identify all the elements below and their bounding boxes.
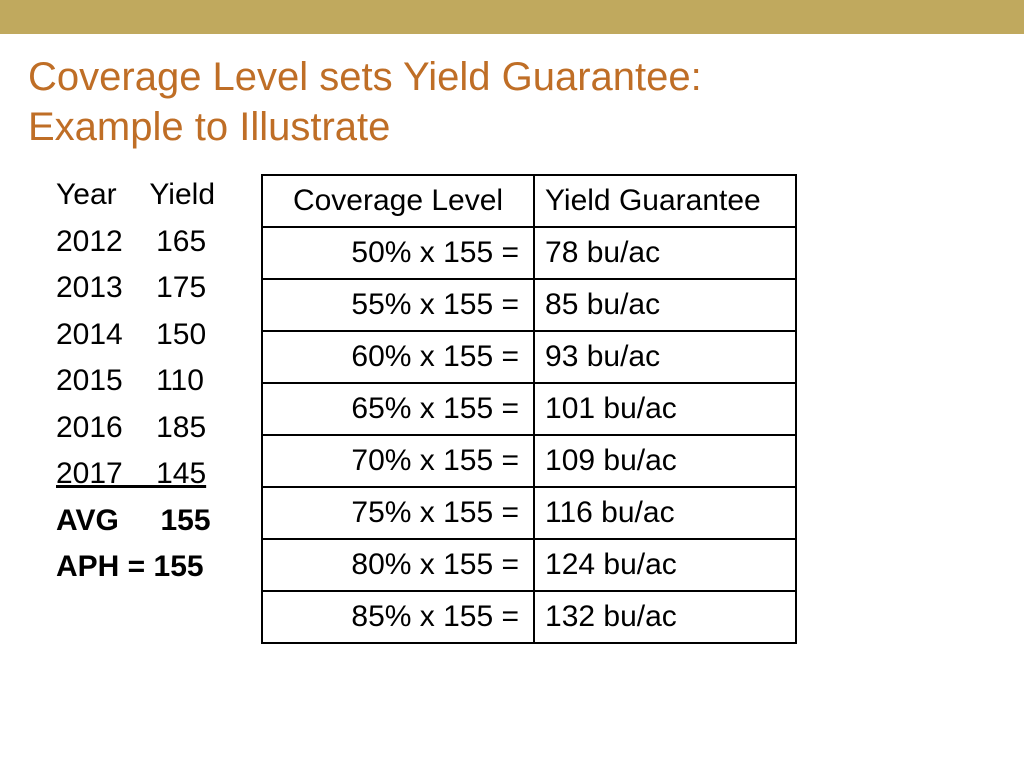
table-row: 85% x 155 =132 bu/ac — [262, 591, 796, 643]
table-row: 65% x 155 =101 bu/ac — [262, 383, 796, 435]
table-row: 55% x 155 =85 bu/ac — [262, 279, 796, 331]
cell-yield-guarantee: 101 bu/ac — [534, 383, 796, 435]
table-header-row: Coverage Level Yield Guarantee — [262, 175, 796, 227]
yield-row: 2014 150 — [56, 312, 215, 359]
cell-yield-guarantee: 116 bu/ac — [534, 487, 796, 539]
yield-row: 2016 185 — [56, 405, 215, 452]
header-yield-guarantee: Yield Guarantee — [534, 175, 796, 227]
title-line-2: Example to Illustrate — [28, 105, 390, 149]
cell-coverage-level: 50% x 155 = — [262, 227, 534, 279]
yield-history-block: Year Yield2012 1652013 1752014 1502015 1… — [28, 162, 235, 644]
cell-coverage-level: 75% x 155 = — [262, 487, 534, 539]
cell-yield-guarantee: 93 bu/ac — [534, 331, 796, 383]
yield-row: 2013 175 — [56, 265, 215, 312]
cell-coverage-level: 65% x 155 = — [262, 383, 534, 435]
slide-title: Coverage Level sets Yield Guarantee: Exa… — [0, 34, 1024, 162]
accent-top-bar — [0, 0, 1024, 34]
table-row: 60% x 155 =93 bu/ac — [262, 331, 796, 383]
cell-coverage-level: 70% x 155 = — [262, 435, 534, 487]
yield-row: 2017 145 — [56, 451, 215, 498]
cell-coverage-level: 60% x 155 = — [262, 331, 534, 383]
cell-coverage-level: 55% x 155 = — [262, 279, 534, 331]
cell-yield-guarantee: 124 bu/ac — [534, 539, 796, 591]
cell-coverage-level: 85% x 155 = — [262, 591, 534, 643]
cell-yield-guarantee: 78 bu/ac — [534, 227, 796, 279]
coverage-table-body: 50% x 155 =78 bu/ac55% x 155 =85 bu/ac60… — [262, 227, 796, 643]
yield-row: 2015 110 — [56, 358, 215, 405]
yield-row: Year Yield — [56, 172, 215, 219]
yield-row: 2012 165 — [56, 219, 215, 266]
header-coverage-level: Coverage Level — [262, 175, 534, 227]
cell-yield-guarantee: 109 bu/ac — [534, 435, 796, 487]
content-area: Year Yield2012 1652013 1752014 1502015 1… — [0, 162, 1024, 644]
table-row: 50% x 155 =78 bu/ac — [262, 227, 796, 279]
cell-yield-guarantee: 132 bu/ac — [534, 591, 796, 643]
coverage-guarantee-table: Coverage Level Yield Guarantee 50% x 155… — [261, 174, 797, 644]
aph-line: APH = 155 — [56, 544, 215, 591]
title-line-1: Coverage Level sets Yield Guarantee: — [28, 55, 702, 99]
yield-row: AVG 155 — [56, 498, 215, 545]
cell-coverage-level: 80% x 155 = — [262, 539, 534, 591]
table-row: 70% x 155 =109 bu/ac — [262, 435, 796, 487]
cell-yield-guarantee: 85 bu/ac — [534, 279, 796, 331]
table-row: 75% x 155 =116 bu/ac — [262, 487, 796, 539]
table-row: 80% x 155 =124 bu/ac — [262, 539, 796, 591]
